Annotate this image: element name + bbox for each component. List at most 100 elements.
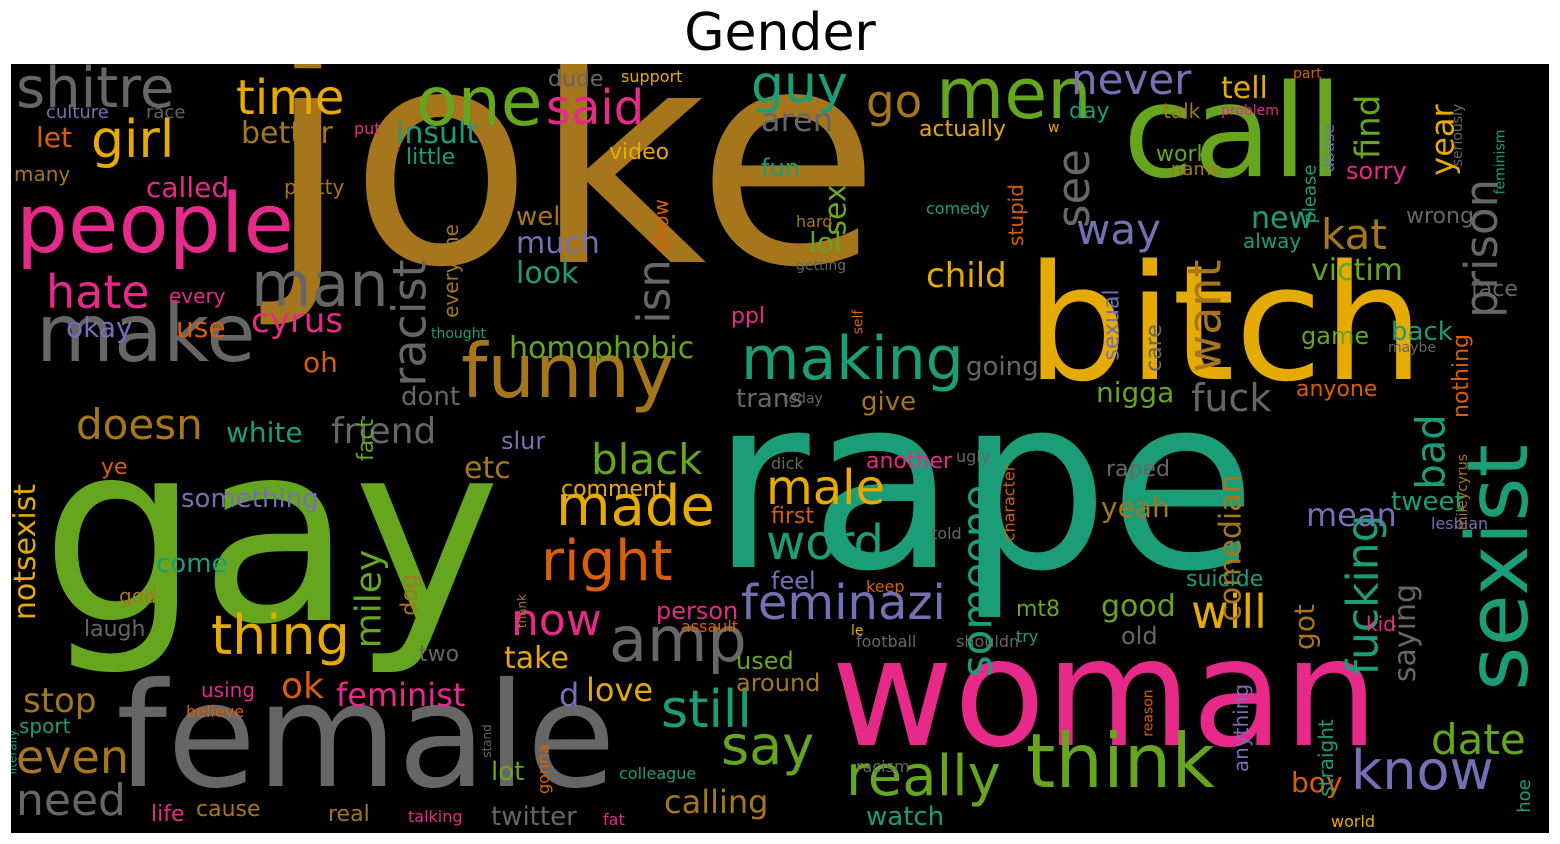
word-fact: fact [353, 419, 379, 461]
word-still: still [661, 680, 752, 740]
word-never: never [1071, 64, 1192, 104]
word-colleague: colleague [619, 764, 697, 783]
word-something: something [181, 484, 319, 514]
word-white: white [226, 416, 303, 449]
word-love: love [586, 671, 654, 709]
word-better: better [241, 116, 333, 151]
word-laugh: laugh [84, 617, 146, 642]
word-keep: keep [866, 577, 905, 596]
word-everyone: everyone [438, 224, 463, 318]
word-said: said [546, 80, 645, 136]
word-now: now [511, 595, 602, 646]
word-good: good [1101, 589, 1176, 624]
word-racist: racist [382, 258, 437, 387]
word-man: man [251, 248, 389, 321]
word-fat: fat [603, 810, 625, 829]
word-culture: culture [46, 102, 109, 123]
word-time: time [236, 70, 345, 126]
word-fucking: fucking [1337, 513, 1389, 676]
word-feminist: feminist [336, 676, 466, 714]
word-show: show [648, 199, 673, 251]
word-call: call [1123, 64, 1343, 207]
word-sexual: sexual [1099, 288, 1125, 361]
word-care: care [1141, 324, 1167, 372]
word-men: men [936, 64, 1092, 135]
word-lot: lot [491, 757, 525, 787]
word-lesbian: lesbian [1431, 514, 1489, 533]
word-getting: getting [796, 258, 847, 274]
word-around: around [736, 669, 821, 697]
word-world: world [1331, 812, 1376, 831]
word-alway: alway [1243, 229, 1302, 253]
word-hoe: hoe [1513, 779, 1535, 813]
word-support: support [621, 67, 683, 86]
word-comment: comment [561, 477, 666, 502]
word-ye: ye [101, 455, 128, 480]
word-word: word [766, 515, 884, 571]
word-use: use [176, 311, 226, 344]
word-using: using [201, 678, 256, 702]
word-hate: hate [46, 265, 150, 319]
word-cause: cause [196, 797, 261, 822]
word-straight: straight [1313, 719, 1338, 797]
word-male: male [766, 460, 886, 516]
word-day: day [1069, 99, 1110, 124]
word-talk: talk [1163, 99, 1201, 123]
word-take: take [504, 641, 569, 676]
word-told: told [931, 524, 962, 543]
word-put: put [354, 119, 381, 138]
word-football: football [856, 632, 917, 651]
word-raped: raped [1106, 457, 1170, 482]
word-nothing: nothing [1449, 334, 1474, 418]
word-tell: tell [1221, 71, 1268, 106]
word-abuse: abuse [1319, 123, 1339, 173]
word-game: game [1301, 322, 1370, 350]
word-old: old [1121, 622, 1158, 650]
word-comedy: comedy [926, 199, 990, 218]
word-thought: thought [431, 326, 487, 342]
word-reason: reason [1140, 688, 1157, 737]
word-literally: literally [11, 729, 19, 774]
word-give: give [861, 387, 917, 417]
word-sport: sport [19, 714, 71, 738]
word-come: come [156, 549, 228, 579]
word-girl: girl [91, 110, 175, 170]
word-bitch: bitch [1026, 230, 1425, 417]
word-dog: dog [397, 573, 423, 616]
word-kat: kat [1321, 210, 1387, 259]
word-try: try [1016, 627, 1039, 646]
word-even: even [16, 730, 129, 784]
word-feel: feel [771, 567, 816, 595]
word-want: want [1177, 258, 1232, 373]
word-please: please [1298, 164, 1320, 223]
word-mileycyrus: mileycyrus [1455, 453, 1472, 531]
word-stand: stand [479, 724, 494, 758]
word-dude: dude [548, 67, 604, 92]
word-mean: mean [1306, 496, 1397, 534]
word-child: child [926, 256, 1007, 296]
word-called: called [146, 171, 230, 204]
word-gay: gay [41, 388, 501, 679]
word-stop: stop [23, 681, 97, 721]
word-comedian: comedian [1213, 473, 1249, 622]
word-doesn: doesn [76, 400, 203, 449]
word-sorry: sorry [1346, 157, 1407, 185]
word-new: new [1251, 201, 1314, 236]
word-yeah: yeah [1101, 491, 1170, 524]
word-go: go [866, 75, 923, 128]
word-cyrus: cyrus [251, 301, 344, 341]
word-much: much [516, 226, 600, 261]
word-making: making [741, 324, 964, 394]
word-today: today [783, 391, 823, 407]
word-dick: dick [771, 454, 804, 473]
word-fun: fun [761, 154, 800, 182]
word-funny: funny [461, 327, 675, 415]
word-racism: racism [856, 757, 910, 776]
word-actually: actually [919, 117, 1006, 142]
word-made: made [556, 474, 715, 539]
word-believe: believe [186, 702, 245, 721]
word-cloud: joke rape gay woman bitch female call sexist peo… [11, 64, 1549, 833]
word-friend: friend [331, 411, 437, 452]
word-video: video [609, 140, 670, 165]
word-part: part [1293, 66, 1322, 82]
